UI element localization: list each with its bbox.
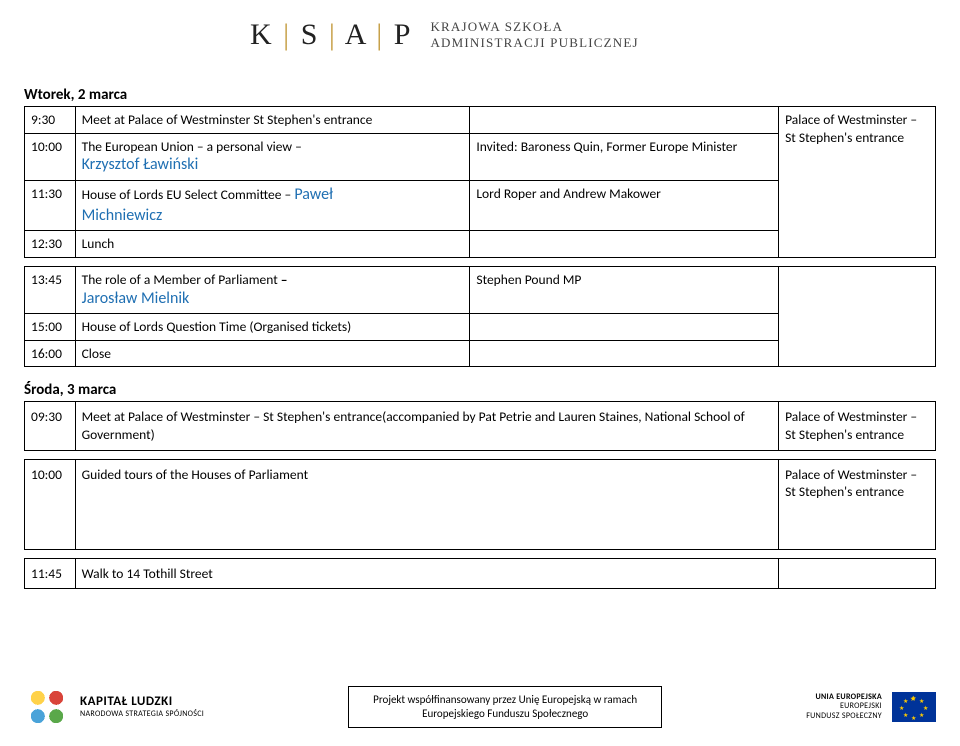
eu-text: UNIA EUROPEJSKA EUROPEJSKI FUNDUSZ SPOŁE… xyxy=(806,693,882,722)
cell-title: Meet at Palace of Westminster – St Steph… xyxy=(75,402,778,450)
ksap-fullname: KRAJOWA SZKOŁA ADMINISTRACJI PUBLICZNEJ xyxy=(430,19,638,52)
ksap-p: P xyxy=(394,18,413,51)
cell-title-text: House of Lords EU Select Committee – xyxy=(82,186,295,203)
cell-location xyxy=(779,267,936,367)
cell-time: 09:30 xyxy=(25,402,76,450)
cell-time: 10:00 xyxy=(25,133,76,180)
cell-title: Lunch xyxy=(75,231,470,258)
cell-time: 16:00 xyxy=(25,340,76,367)
cell-location: Palace of Westminster – St Stephen's ent… xyxy=(779,459,936,549)
footer-center-line2: Europejskiego Funduszu Społecznego xyxy=(373,707,637,721)
kl-title: KAPITAŁ LUDZKI xyxy=(80,695,204,710)
table-row: 10:00 Guided tours of the Houses of Parl… xyxy=(25,459,936,549)
cell-title: The role of a Member of Parliament – Jar… xyxy=(75,267,470,314)
day2-heading: Środa, 3 marca xyxy=(24,381,936,399)
eu-block: UNIA EUROPEJSKA EUROPEJSKI FUNDUSZ SPOŁE… xyxy=(806,692,936,722)
cell-title: Meet at Palace of Westminster St Stephen… xyxy=(75,107,470,134)
cell-notes xyxy=(470,231,779,258)
cell-notes xyxy=(470,314,779,341)
presenter-name: Krzysztof Ławiński xyxy=(82,155,464,176)
cell-notes: Stephen Pound MP xyxy=(470,267,779,314)
day1-heading: Wtorek, 2 marca xyxy=(24,86,936,104)
cell-title-text: The role of a Member of Parliament xyxy=(82,271,278,288)
cell-title: Guided tours of the Houses of Parliament xyxy=(75,459,778,549)
day2-table-c: 11:45 Walk to 14 Tothill Street xyxy=(24,558,936,590)
kapital-ludzki-icon xyxy=(24,684,70,730)
presenter-name: Paweł xyxy=(294,185,333,204)
cell-location: Palace of Westminster – St Stephen's ent… xyxy=(779,107,936,258)
ksap-k: K xyxy=(250,18,274,51)
content: Wtorek, 2 marca 9:30 Meet at Palace of W… xyxy=(24,72,936,597)
kl-sub: NARODOWA STRATEGIA SPÓJNOŚCI xyxy=(80,709,204,719)
cell-notes: Invited: Baroness Quin, Former Europe Mi… xyxy=(470,133,779,180)
ksap-sep: | xyxy=(367,18,394,51)
cell-title: Close xyxy=(75,340,470,367)
ksap-a: A xyxy=(345,18,367,51)
table-row: 11:45 Walk to 14 Tothill Street xyxy=(25,558,936,589)
cell-title: Walk to 14 Tothill Street xyxy=(75,558,778,589)
table-row: 09:30 Meet at Palace of Westminster – St… xyxy=(25,402,936,450)
cell-title: The European Union – a personal view – K… xyxy=(75,133,470,180)
ksap-sep: | xyxy=(319,18,344,51)
kapital-ludzki-text: KAPITAŁ LUDZKI NARODOWA STRATEGIA SPÓJNO… xyxy=(80,695,204,719)
presenter-name: Jarosław Mielnik xyxy=(82,289,464,310)
presenter-name: Michniewicz xyxy=(82,206,464,227)
ksap-fullname-line2: ADMINISTRACJI PUBLICZNEJ xyxy=(430,35,638,51)
eu-flag-icon: ★ ★ ★ ★ ★ ★ ★ ★ xyxy=(892,692,936,722)
cell-time: 15:00 xyxy=(25,314,76,341)
cell-title: House of Lords Question Time (Organised … xyxy=(75,314,470,341)
table-row: 13:45 The role of a Member of Parliament… xyxy=(25,267,936,314)
table-row: 9:30 Meet at Palace of Westminster St St… xyxy=(25,107,936,134)
cell-time: 9:30 xyxy=(25,107,76,134)
cell-notes xyxy=(470,340,779,367)
ksap-wordmark: K | S | A | P xyxy=(250,18,412,52)
dash: – xyxy=(278,271,288,288)
header-logo: K | S | A | P KRAJOWA SZKOŁA ADMINISTRAC… xyxy=(250,18,639,52)
cell-time: 10:00 xyxy=(25,459,76,549)
ksap-s: S xyxy=(301,18,320,51)
kapital-ludzki-block: KAPITAŁ LUDZKI NARODOWA STRATEGIA SPÓJNO… xyxy=(24,684,204,730)
eu-stars: ★ ★ ★ ★ ★ ★ ★ ★ xyxy=(892,692,936,722)
cell-time: 11:45 xyxy=(25,558,76,589)
cell-time: 12:30 xyxy=(25,231,76,258)
cell-time: 11:30 xyxy=(25,180,76,231)
cell-location xyxy=(779,558,936,589)
day2-table-a: 09:30 Meet at Palace of Westminster – St… xyxy=(24,401,936,450)
cell-title-text: The European Union – a personal view – xyxy=(82,138,302,155)
cell-time: 13:45 xyxy=(25,267,76,314)
footer: KAPITAŁ LUDZKI NARODOWA STRATEGIA SPÓJNO… xyxy=(24,684,936,730)
eu-line3: FUNDUSZ SPOŁECZNY xyxy=(806,712,882,722)
cell-title: House of Lords EU Select Committee – Paw… xyxy=(75,180,470,231)
footer-center-box: Projekt współfinansowany przez Unię Euro… xyxy=(348,686,662,729)
cell-location: Palace of Westminster – St Stephen's ent… xyxy=(779,402,936,450)
footer-center-line1: Projekt współfinansowany przez Unię Euro… xyxy=(373,693,637,707)
ksap-fullname-line1: KRAJOWA SZKOŁA xyxy=(430,19,638,35)
cell-notes xyxy=(470,107,779,134)
day1-table-a: 9:30 Meet at Palace of Westminster St St… xyxy=(24,106,936,258)
cell-notes: Lord Roper and Andrew Makower xyxy=(470,180,779,231)
day1-table-b: 13:45 The role of a Member of Parliament… xyxy=(24,266,936,367)
day2-table-b: 10:00 Guided tours of the Houses of Parl… xyxy=(24,459,936,550)
ksap-sep: | xyxy=(274,18,301,51)
